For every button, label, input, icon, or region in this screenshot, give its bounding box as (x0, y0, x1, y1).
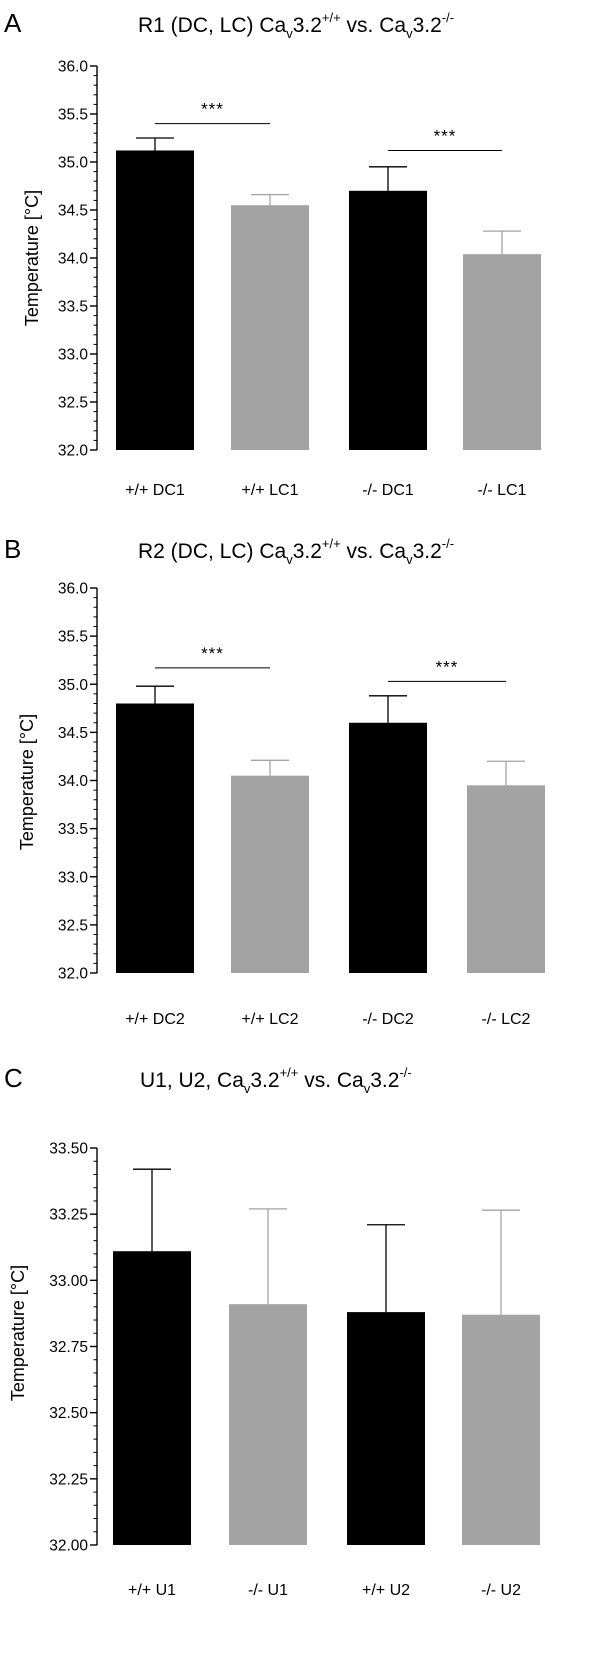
y-tick-label: 32.5 (58, 917, 88, 934)
y-axis-label: Temperature [°C] (8, 1265, 28, 1401)
y-tick-label: 36.0 (58, 581, 89, 598)
y-tick-label: 33.5 (58, 299, 88, 316)
bar (347, 1312, 425, 1545)
significance-label: *** (201, 644, 224, 663)
chart-title: R2 (DC, LC) Cav3.2+/+ vs. Cav3.2-/- (138, 536, 454, 567)
bar (229, 1304, 307, 1545)
bar (349, 722, 427, 973)
y-tick-label: 32.0 (58, 443, 89, 460)
y-tick-label: 34.0 (58, 251, 89, 268)
y-tick-label: 33.5 (58, 821, 88, 838)
y-tick-label: 33.25 (49, 1207, 88, 1224)
x-category-label: -/- U1 (248, 1582, 288, 1599)
x-category-label: +/+ LC2 (242, 1011, 299, 1028)
y-tick-label: 33.50 (49, 1141, 88, 1158)
y-tick-label: 34.5 (58, 203, 88, 220)
significance-label: *** (434, 126, 457, 145)
x-category-label: -/- LC2 (482, 1011, 531, 1028)
y-tick-label: 36.0 (58, 59, 89, 76)
y-tick-label: 33.00 (49, 1273, 88, 1290)
bar (113, 1251, 191, 1545)
panel-letter: C (4, 1063, 23, 1093)
chart-title: R1 (DC, LC) Cav3.2+/+ vs. Cav3.2-/- (138, 10, 454, 41)
bar (467, 785, 545, 973)
y-tick-label: 34.0 (58, 773, 89, 790)
x-category-label: +/+ U2 (362, 1582, 410, 1599)
chart-title: U1, U2, Cav3.2+/+ vs. Cav3.2-/- (140, 1065, 412, 1096)
y-tick-label: 35.0 (58, 155, 89, 172)
significance-label: *** (201, 100, 224, 119)
x-category-label: -/- DC2 (362, 1011, 414, 1028)
x-category-label: +/+ DC1 (125, 482, 185, 499)
bar (462, 1314, 540, 1545)
y-axis-label: Temperature [°C] (22, 190, 42, 326)
bar (116, 150, 194, 451)
chart-panel-a: A R1 (DC, LC) Cav3.2+/+ vs. Cav3.2-/- Te… (4, 8, 541, 499)
x-category-label: +/+ LC1 (242, 482, 299, 499)
bar (349, 190, 427, 451)
bar (231, 775, 309, 973)
y-tick-label: 32.00 (49, 1538, 88, 1555)
bar (231, 205, 309, 450)
y-tick-label: 32.5 (58, 395, 88, 412)
panel-letter: B (4, 534, 21, 564)
y-tick-label: 32.75 (49, 1339, 88, 1356)
chart-panel-c: C U1, U2, Cav3.2+/+ vs. Cav3.2-/- Temper… (4, 1063, 540, 1599)
y-tick-label: 35.0 (58, 677, 89, 694)
bar (116, 703, 194, 973)
x-category-label: -/- U2 (481, 1582, 521, 1599)
x-category-label: +/+ DC2 (125, 1011, 185, 1028)
y-tick-label: 33.0 (58, 869, 89, 886)
chart-panel-b: B R2 (DC, LC) Cav3.2+/+ vs. Cav3.2-/- Te… (4, 534, 545, 1028)
y-tick-label: 33.0 (58, 347, 89, 364)
y-axis-label: Temperature [°C] (17, 714, 37, 850)
y-tick-label: 35.5 (58, 629, 88, 646)
panel-letter: A (4, 8, 22, 38)
x-category-label: -/- DC1 (362, 482, 414, 499)
significance-label: *** (436, 657, 459, 676)
y-tick-label: 34.5 (58, 725, 88, 742)
bar (463, 254, 541, 450)
y-tick-label: 32.25 (49, 1471, 88, 1488)
x-category-label: +/+ U1 (128, 1582, 176, 1599)
y-tick-label: 32.50 (49, 1405, 88, 1422)
y-tick-label: 35.5 (58, 107, 88, 124)
x-category-label: -/- LC1 (478, 482, 527, 499)
y-tick-label: 32.0 (58, 966, 89, 983)
